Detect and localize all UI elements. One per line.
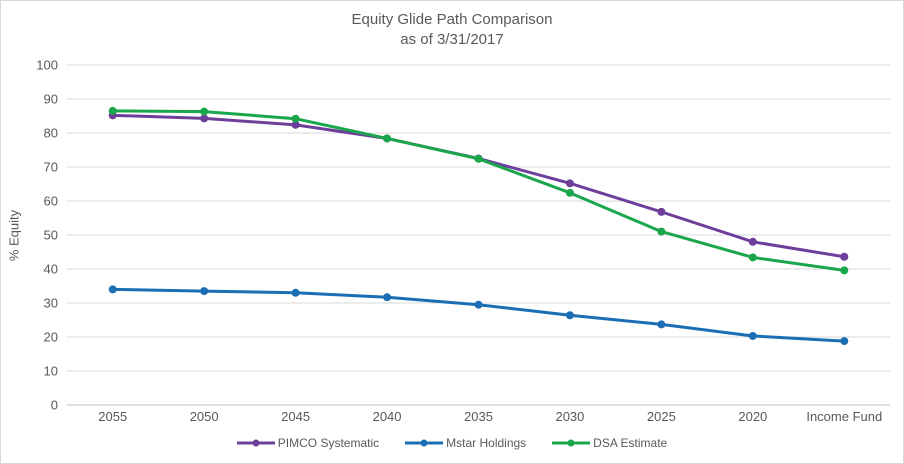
x-tick-label: 2050: [190, 409, 219, 424]
legend-label: Mstar Holdings: [446, 436, 527, 450]
y-tick-label: 60: [44, 194, 58, 209]
data-point-pimco-systematic: [291, 120, 300, 129]
data-point-dsa-estimate: [108, 106, 117, 115]
chart-subtitle: as of 3/31/2017: [400, 31, 504, 48]
legend-marker-pimco-systematic: [236, 439, 275, 447]
data-point-mstar-holdings: [383, 293, 392, 302]
x-tick-label: Income Fund: [806, 409, 882, 424]
legend-item-dsa-estimate: DSA Estimate: [552, 436, 667, 450]
y-tick-label: 80: [44, 126, 58, 141]
x-tick-label: 2045: [281, 409, 310, 424]
legend-marker-dsa-estimate: [552, 439, 591, 447]
data-point-dsa-estimate: [748, 253, 757, 262]
data-point-mstar-holdings: [474, 300, 483, 309]
data-point-mstar-holdings: [748, 331, 757, 340]
legend-label: DSA Estimate: [593, 436, 668, 450]
data-point-dsa-estimate: [383, 134, 392, 143]
data-point-pimco-systematic: [565, 179, 574, 188]
y-tick-label: 100: [36, 58, 58, 73]
data-point-dsa-estimate: [565, 188, 574, 197]
data-point-pimco-systematic: [657, 207, 666, 216]
x-tick-label: 2055: [98, 409, 127, 424]
chart-title-block: Equity Glide Path Comparison as of 3/31/…: [1, 10, 903, 50]
legend-label: PIMCO Systematic: [277, 436, 380, 450]
data-point-dsa-estimate: [474, 154, 483, 163]
series-line-pimco-systematic: [111, 113, 846, 259]
chart-title: Equity Glide Path Comparison: [351, 11, 553, 28]
x-tick-label: 2035: [464, 409, 493, 424]
y-tick-label: 0: [51, 398, 58, 413]
series-line-mstar-holdings: [111, 287, 846, 343]
y-tick-label: 70: [44, 160, 58, 175]
data-point-dsa-estimate: [200, 107, 209, 116]
data-point-mstar-holdings: [840, 337, 849, 346]
y-tick-label: 20: [44, 330, 58, 345]
data-point-mstar-holdings: [565, 311, 574, 320]
data-point-dsa-estimate: [657, 227, 666, 236]
chart-legend: PIMCO Systematic Mstar Holdings DSA Estima…: [1, 436, 903, 450]
x-tick-label: 2040: [373, 409, 402, 424]
data-point-pimco-systematic: [200, 114, 209, 123]
x-tick-label: 2020: [738, 409, 767, 424]
data-point-mstar-holdings: [108, 285, 117, 294]
data-point-mstar-holdings: [291, 288, 300, 297]
data-point-pimco-systematic: [840, 252, 849, 261]
data-point-mstar-holdings: [200, 287, 209, 296]
y-tick-label: 40: [44, 262, 58, 277]
y-tick-label: 30: [44, 296, 58, 311]
y-tick-label: 10: [44, 364, 58, 379]
x-tick-label: 2030: [555, 409, 584, 424]
legend-item-pimco-systematic: PIMCO Systematic: [236, 436, 380, 450]
data-point-dsa-estimate: [291, 114, 300, 123]
x-tick-label: 2025: [647, 409, 676, 424]
legend-marker-mstar-holdings: [405, 439, 444, 447]
series-line-dsa-estimate: [111, 109, 846, 272]
y-tick-label: 90: [44, 92, 58, 107]
data-point-mstar-holdings: [657, 320, 666, 329]
legend-item-mstar-holdings: Mstar Holdings: [405, 436, 526, 450]
y-tick-label: 50: [44, 228, 58, 243]
data-point-pimco-systematic: [748, 237, 757, 246]
data-point-dsa-estimate: [840, 266, 849, 275]
